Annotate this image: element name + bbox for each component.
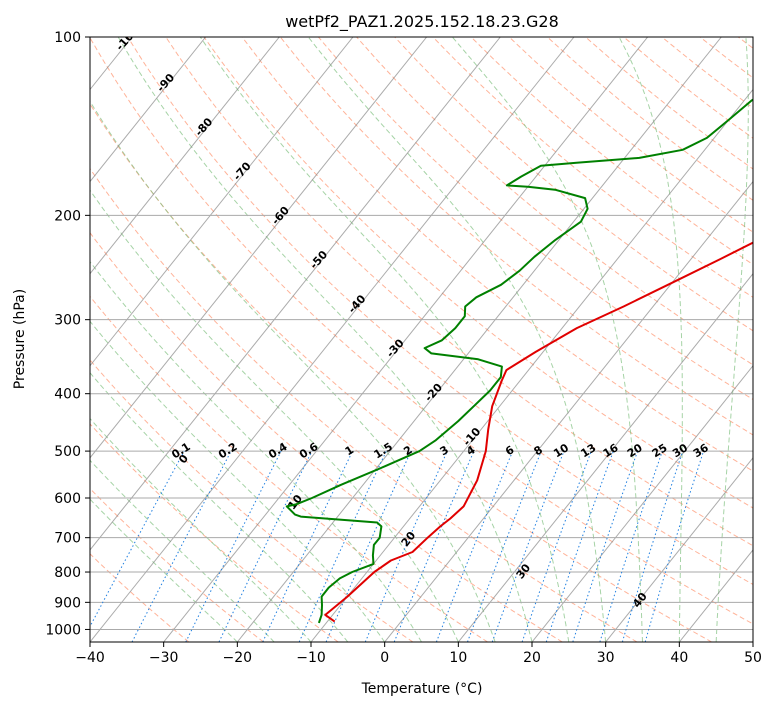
series-layer [285,98,753,624]
isotherm-line [90,37,280,275]
dry-adiabat-line [279,37,753,436]
isotherm-line [457,272,753,642]
mixing-ratio-line [185,450,282,642]
isotherm-line [605,457,753,642]
temperature-profile-line [324,241,753,623]
dry-adiabat-line [90,423,339,642]
dry-adiabat-line [90,487,264,642]
y-tick-label: 800 [54,565,81,581]
dewpoint-profile-line [285,98,753,624]
dry-adiabat-line [90,295,488,642]
x-tick-label: 30 [597,650,615,666]
mixing-ratio-line [572,450,639,642]
y-tick-label: 200 [54,208,81,224]
y-tick-label: 600 [54,491,81,507]
dry-adiabat-line [90,103,712,642]
mixing-ratio-line [90,450,185,628]
moist-adiabat-line [90,189,459,642]
isotherm-line [90,37,575,642]
y-tick-label: 300 [54,313,81,329]
y-axis-label: Pressure (hPa) [12,289,28,389]
x-tick-label: −30 [149,650,179,666]
isotherm-line [531,364,753,642]
isotherm-line [90,37,354,367]
x-tick-label: 10 [449,650,467,666]
mixing-ratio-line [364,450,448,642]
moist-adiabat-line [307,37,607,642]
dry-adiabat-line [241,37,753,472]
x-tick-label: 0 [380,650,389,666]
x-tick-label: −10 [296,650,326,666]
moist-adiabat-line [90,260,422,642]
y-tick-label: 500 [54,444,81,460]
mixing-ratio-line [325,450,412,642]
y-tick-label: 1000 [45,622,81,638]
dry-adiabat-line [432,37,753,298]
dry-adiabat-line [394,37,753,332]
y-tick-label: 400 [54,387,81,403]
isotherm-line [90,37,207,183]
isotherm-line [90,37,428,459]
moist-adiabat-line [90,320,386,642]
isotherm-line [90,37,501,551]
y-axis: 1000 900 800 700 600 500 400 300 200 100 [45,30,90,638]
moist-adiabat-line [117,37,533,642]
x-tick-label: −20 [223,650,253,666]
mixing-ratio-line [435,450,514,642]
mixing-ratio-line [599,450,663,642]
isotherm-line [384,180,753,642]
x-tick-label: −40 [75,650,105,666]
mixing-ratio-line [393,450,475,642]
y-tick-label: 900 [54,595,81,611]
dry-adiabat-line [90,37,753,625]
dry-adiabat-line [356,37,753,366]
mixing-ratio-line [491,450,565,642]
moist-adiabat-line [199,37,570,642]
x-tick-label: 40 [670,650,688,666]
dry-adiabat-line [203,37,753,509]
x-tick-label: 50 [744,650,762,666]
chart-title: wetPf2_PAZ1.2025.152.18.23.G28 [285,12,559,32]
moist-adiabat-line [451,37,643,642]
background-lines [90,37,753,642]
moist-adiabat-line [618,37,683,642]
mixing-ratio-line [621,450,684,642]
mixing-ratio-line [545,450,614,642]
isotherm-line [310,88,753,642]
x-axis: −40 −30 −20 −10 0 10 20 30 40 50 [75,642,762,666]
x-axis-label: Temperature (°C) [361,681,483,697]
mixing-ratio-line [467,450,542,642]
mixing-ratio-line [644,450,705,642]
moist-adiabat-line [90,498,238,642]
x-tick-label: 20 [523,650,541,666]
moist-adiabat-line [715,37,749,642]
plot-frame [89,36,754,643]
isotherm-line [163,37,649,642]
dry-adiabat-line [90,553,190,642]
moist-adiabat-line [90,459,275,642]
y-tick-label: 100 [54,30,81,46]
y-tick-label: 700 [54,531,81,547]
mixing-ratio-line [521,450,592,642]
dry-adiabat-line [90,167,638,642]
isotherm-line [236,37,722,642]
